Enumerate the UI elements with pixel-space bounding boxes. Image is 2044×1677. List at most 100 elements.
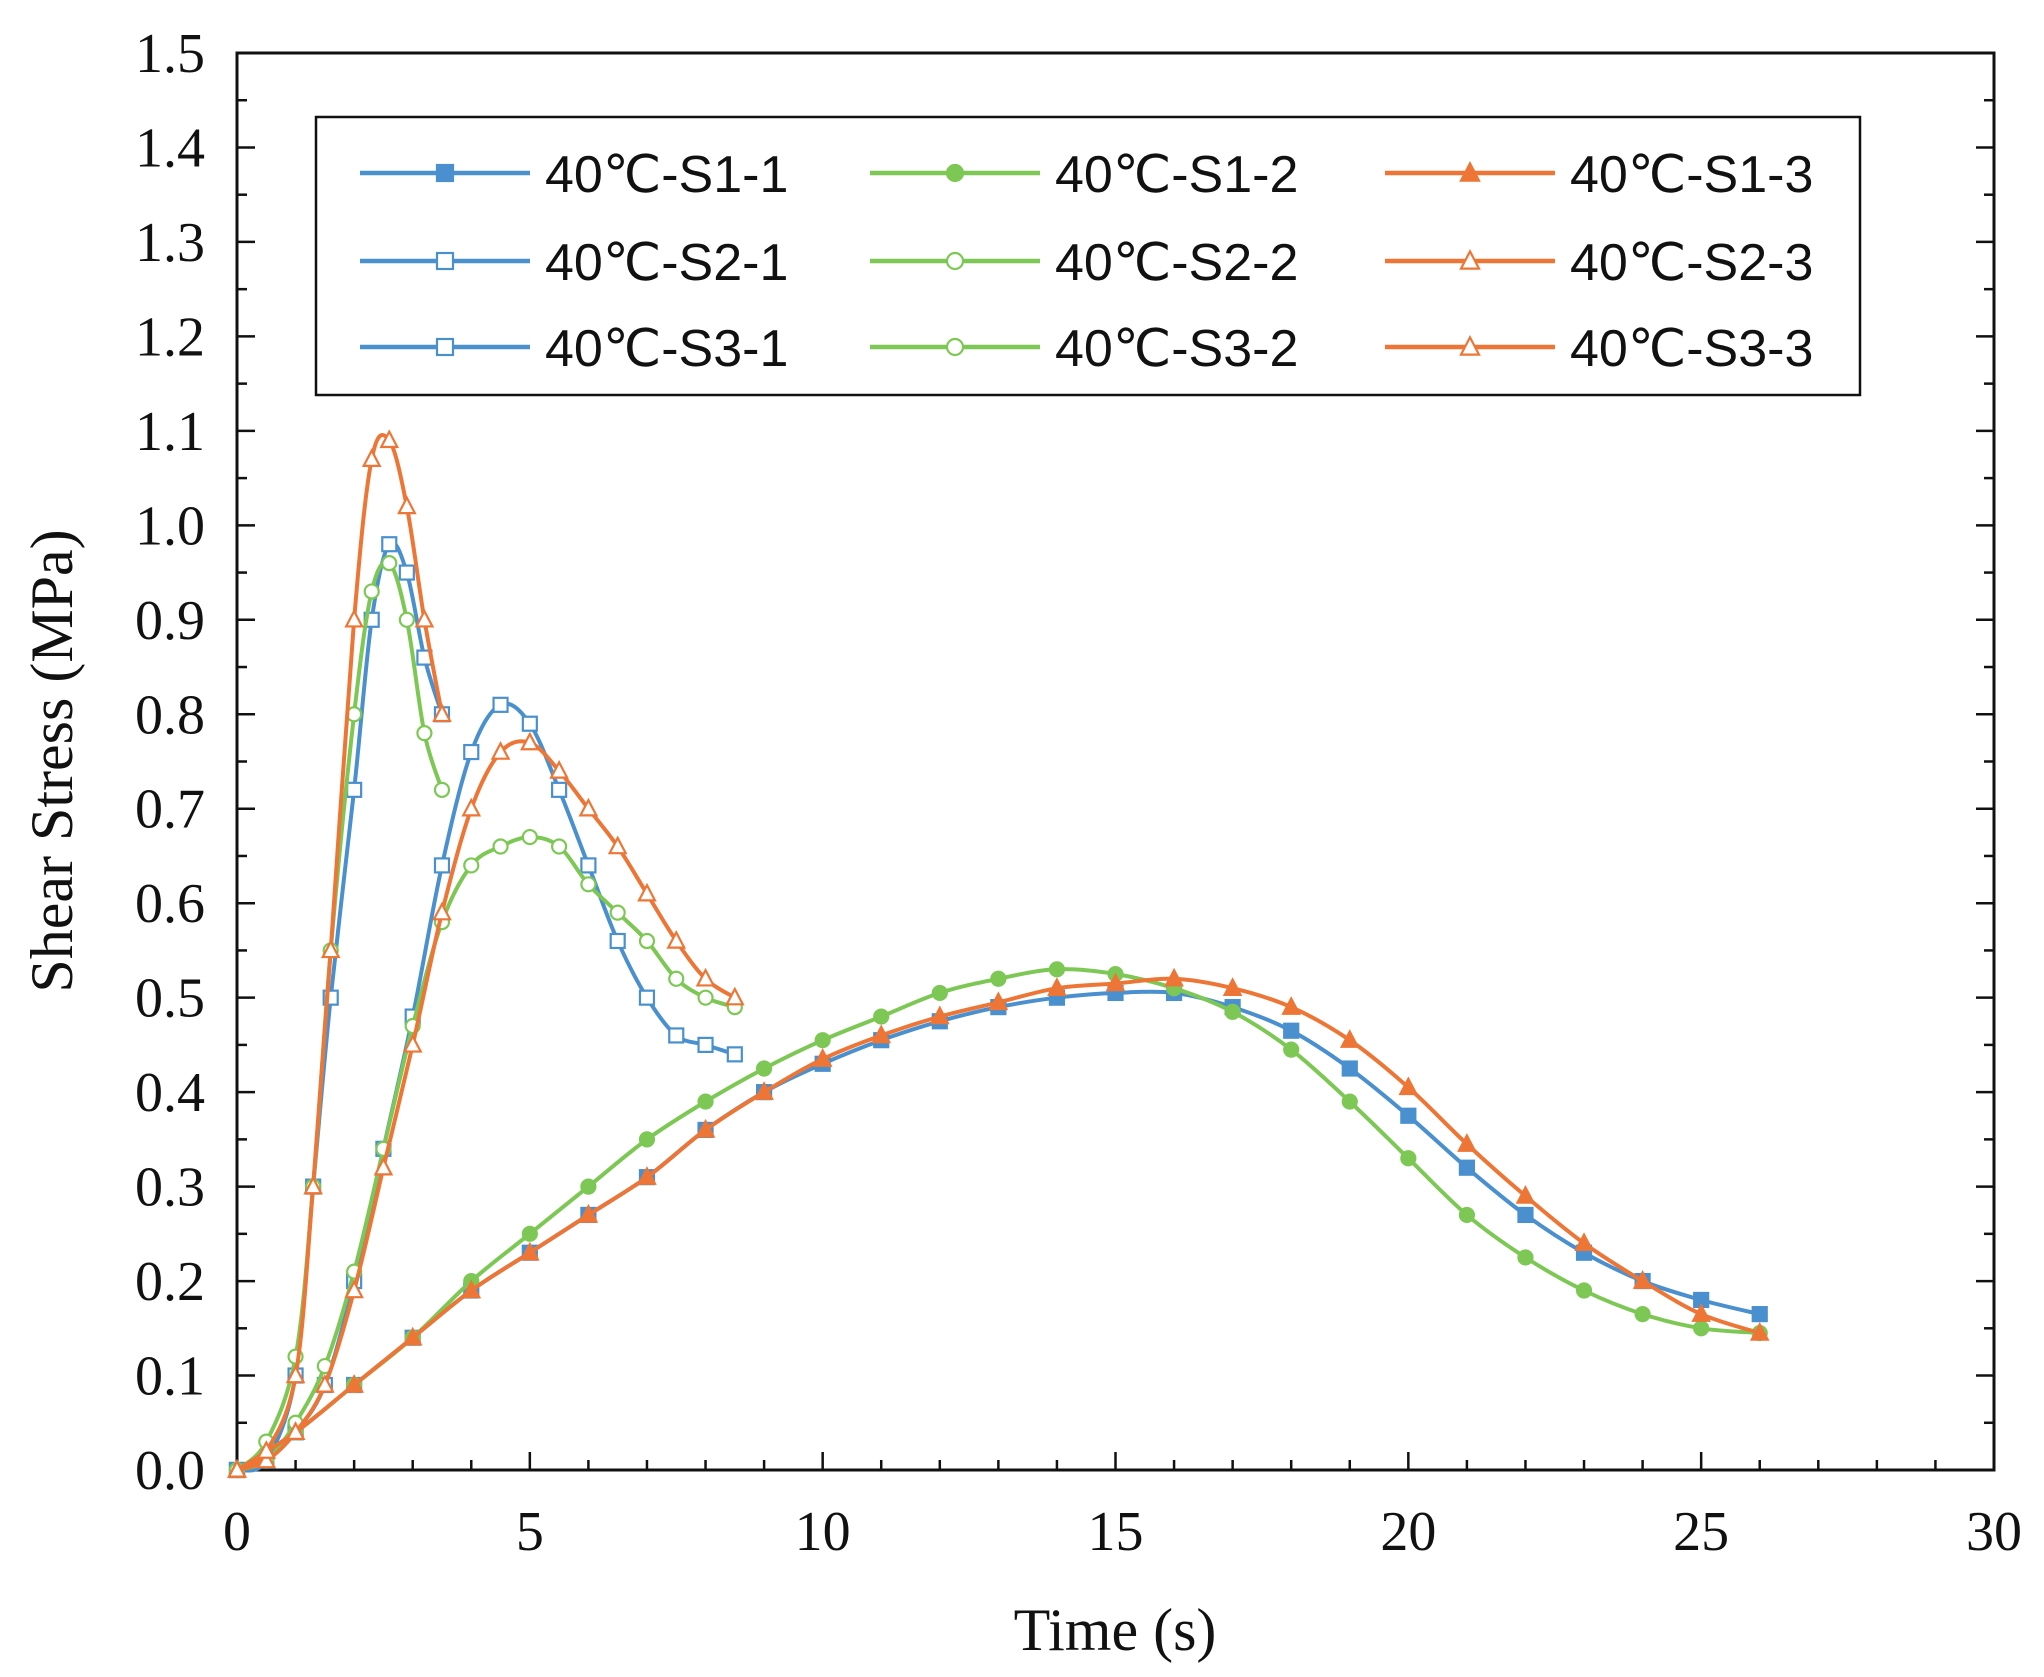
data-point <box>414 608 435 628</box>
legend-item: 40℃-S3-3 <box>1385 320 1813 378</box>
data-point <box>726 1046 743 1063</box>
data-point <box>580 857 597 874</box>
series-layer <box>227 429 1770 1479</box>
data-point <box>1341 1093 1358 1110</box>
data-point <box>637 1166 657 1185</box>
data-point <box>346 781 363 798</box>
data-point <box>638 1131 656 1148</box>
legend-swatch-marker <box>435 251 455 271</box>
data-point <box>1339 1029 1360 1048</box>
data-point <box>402 1326 423 1346</box>
y-tick-label: 1.2 <box>135 306 205 368</box>
data-point <box>1458 1206 1476 1224</box>
data-point <box>344 608 364 628</box>
data-point <box>609 904 626 921</box>
data-point <box>379 429 400 449</box>
data-point <box>1693 1320 1710 1337</box>
x-tick-label: 20 <box>1380 1501 1436 1563</box>
legend-label: 40℃-S1-3 <box>1570 146 1813 204</box>
data-point <box>695 1118 716 1138</box>
data-point <box>812 1048 833 1067</box>
data-point <box>285 1364 306 1384</box>
data-point <box>1164 967 1184 987</box>
data-point <box>578 797 599 817</box>
y-tick-label: 0.5 <box>135 968 205 1030</box>
data-point <box>666 929 687 949</box>
y-tick-label: 0.3 <box>135 1157 205 1219</box>
data-point <box>461 1279 482 1299</box>
data-point <box>668 970 685 987</box>
legend-label: 40℃-S2-1 <box>545 234 788 292</box>
data-point <box>1457 1133 1477 1152</box>
data-point <box>871 1024 892 1044</box>
data-point <box>988 991 1009 1011</box>
data-point <box>637 882 657 902</box>
legend-label: 40℃-S1-2 <box>1055 146 1298 204</box>
data-point <box>433 857 451 874</box>
data-point <box>1341 1060 1358 1077</box>
data-point <box>1515 1185 1536 1204</box>
data-point <box>754 1081 774 1100</box>
x-tick-label: 0 <box>223 1501 251 1563</box>
data-point <box>432 901 452 921</box>
data-point <box>398 611 415 628</box>
data-point <box>1281 996 1302 1015</box>
data-point <box>1575 1282 1593 1299</box>
data-point <box>1105 972 1126 992</box>
data-point <box>1632 1270 1653 1289</box>
data-point <box>1398 1076 1419 1096</box>
y-tick-label: 0.8 <box>135 684 205 746</box>
data-point <box>873 1008 890 1025</box>
data-point <box>1283 1022 1300 1039</box>
y-tick-label: 1.4 <box>135 117 205 179</box>
series-8 <box>227 731 745 1478</box>
data-point <box>755 1060 773 1077</box>
data-point <box>521 715 538 732</box>
axis-ticks: 0 5 10 15 20 25 30 0.0 0.1 0.2 0.3 0.4 0.5 0.6 0.7 0.8 0… <box>135 23 2022 1563</box>
data-point <box>549 759 569 779</box>
data-point <box>521 1225 538 1242</box>
data-point <box>432 703 452 723</box>
y-tick-label: 0.0 <box>135 1440 205 1502</box>
legend-label: 40℃-S1-1 <box>545 146 788 204</box>
data-point <box>344 1279 364 1299</box>
legend-item: 40℃-S3-2 <box>870 320 1298 378</box>
data-point <box>1048 961 1066 978</box>
data-point <box>303 1175 323 1195</box>
y-tick-label: 1.0 <box>135 495 205 557</box>
data-point <box>361 448 382 467</box>
data-point <box>416 725 433 742</box>
data-point <box>520 731 540 751</box>
data-point <box>344 1373 364 1393</box>
data-point <box>463 743 480 761</box>
data-point <box>490 741 511 760</box>
data-point <box>492 696 509 713</box>
data-point <box>1634 1306 1651 1323</box>
data-point <box>697 1036 714 1054</box>
y-tick-label: 1.1 <box>135 401 205 463</box>
legend-item: 40℃-S3-1 <box>360 320 788 378</box>
legend-swatch-marker <box>435 163 455 183</box>
data-point <box>609 932 626 950</box>
data-point <box>607 835 628 855</box>
data-point <box>1458 1159 1476 1176</box>
legend-swatch-marker <box>945 337 965 357</box>
data-point <box>1283 1041 1300 1058</box>
data-point <box>520 1241 540 1261</box>
y-tick-label: 0.7 <box>135 779 205 841</box>
data-point <box>397 495 417 515</box>
data-point <box>638 989 656 1006</box>
legend-swatch-marker <box>1459 249 1481 270</box>
x-tick-label: 15 <box>1088 1501 1144 1563</box>
legend: 40℃-S1-1 40℃-S2-1 40℃-S3-1 40℃-S1-2 40℃-S2-2… <box>314 115 1862 397</box>
legend-label: 40℃-S3-1 <box>545 320 788 378</box>
data-point <box>381 555 398 572</box>
y-tick-label: 1.5 <box>135 23 205 85</box>
data-point <box>461 797 482 817</box>
data-point <box>697 1093 714 1110</box>
data-point <box>695 967 716 987</box>
x-tick-label: 30 <box>1966 1501 2022 1563</box>
data-point <box>1517 1249 1534 1266</box>
data-point <box>725 986 745 1006</box>
